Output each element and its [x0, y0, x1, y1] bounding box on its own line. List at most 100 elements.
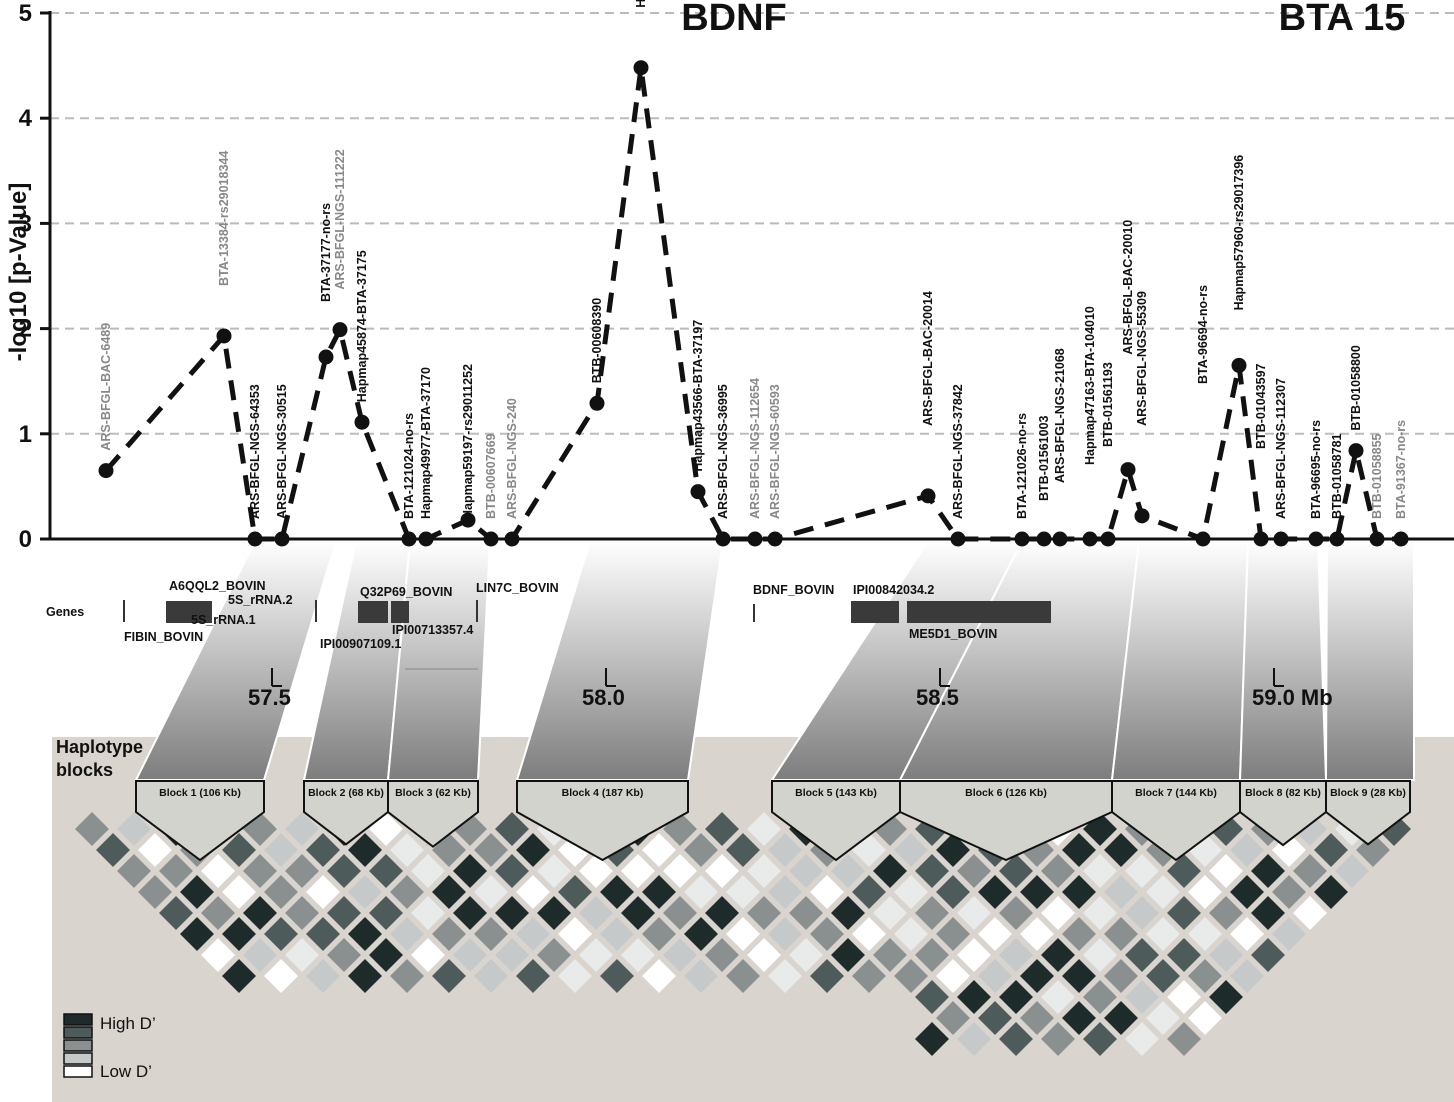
- ld-cell: [408, 935, 448, 975]
- genes-track-label: Genes: [46, 605, 84, 619]
- snp-label: BTB-00608390: [590, 298, 604, 384]
- ld-cell: [681, 914, 721, 954]
- ld-cell: [198, 893, 238, 933]
- ld-cell: [702, 893, 742, 933]
- ld-cell: [996, 893, 1036, 933]
- gene-label: BDNF_BOVIN: [753, 583, 834, 597]
- ld-cell: [1101, 914, 1141, 954]
- ld-cell: [597, 914, 637, 954]
- ld-cell: [723, 956, 763, 996]
- ld-cell: [1185, 914, 1225, 954]
- ld-cell: [261, 872, 301, 912]
- snp-point: [332, 322, 348, 338]
- ld-cell: [1206, 851, 1246, 891]
- block-shape: [135, 780, 265, 862]
- y-tick-label: 2: [19, 316, 32, 343]
- snp-label: BTA-121024-no-rs: [402, 413, 416, 519]
- legend-high-label: High D’: [100, 1014, 156, 1033]
- ld-cell: [1059, 998, 1099, 1038]
- ld-cell: [954, 935, 994, 975]
- ld-cell: [660, 851, 700, 891]
- snp-label: ARS-BFGL-NGS-240: [505, 398, 519, 519]
- ld-cell: [513, 956, 553, 996]
- legend-swatch: [63, 1013, 93, 1026]
- ld-cell: [912, 893, 952, 933]
- ld-cell: [744, 893, 784, 933]
- block-connector: [1238, 540, 1328, 781]
- block-shape: [899, 780, 1113, 862]
- ld-cell: [786, 893, 826, 933]
- snp-point: [1134, 508, 1150, 524]
- snp-point: [1308, 531, 1324, 547]
- ld-cell: [744, 935, 784, 975]
- ld-cell: [1101, 830, 1141, 870]
- snp-label: ARS-BFGL-NGS-55309: [1135, 291, 1149, 426]
- legend-swatch: [63, 1039, 93, 1052]
- snp-point: [1082, 531, 1098, 547]
- ld-cell: [1122, 977, 1162, 1017]
- gene-bar: [358, 601, 388, 623]
- ld-cell: [1206, 935, 1246, 975]
- snp-point: [318, 349, 334, 365]
- snp-label: BTA-121026-no-rs: [1015, 413, 1029, 519]
- block-label: Block 9 (28 Kb): [1330, 787, 1406, 799]
- block-label: Block 2 (68 Kb): [308, 787, 384, 799]
- ld-cell: [870, 851, 910, 891]
- block-label: Block 3 (62 Kb): [395, 787, 471, 799]
- ld-cell: [513, 830, 553, 870]
- ld-cell: [1164, 1019, 1204, 1059]
- ld-cell: [219, 830, 259, 870]
- ld-cell: [324, 851, 364, 891]
- ld-cell: [1185, 998, 1225, 1038]
- ld-cell: [933, 956, 973, 996]
- y-tick-label: 5: [19, 0, 32, 27]
- ld-cell: [954, 893, 994, 933]
- y-gridlines: [50, 12, 1454, 435]
- ld-cell: [450, 935, 490, 975]
- ld-cell: [1227, 872, 1267, 912]
- ld-cell: [849, 914, 889, 954]
- y-tick-label: 1: [19, 421, 32, 448]
- ld-cell: [912, 1019, 952, 1059]
- snp-label: ARS-BFGL-NGS-30515: [275, 384, 289, 519]
- ld-cell: [282, 851, 322, 891]
- ld-cell: [1080, 851, 1120, 891]
- snp-point: [1273, 531, 1289, 547]
- gene-label: LIN7C_BOVIN: [476, 581, 559, 595]
- ld-cell: [408, 851, 448, 891]
- ld-cell: [1206, 893, 1246, 933]
- ld-cell: [912, 851, 952, 891]
- ld-cell: [156, 851, 196, 891]
- ld-cell: [471, 872, 511, 912]
- position-tick-label: 58.5: [916, 685, 959, 710]
- ld-cell: [282, 809, 322, 849]
- ld-cell: [681, 956, 721, 996]
- snp-point: [247, 531, 263, 547]
- ld-cell: [534, 851, 574, 891]
- ld-cell: [744, 809, 784, 849]
- ld-cell: [345, 830, 385, 870]
- gene-label: 5S_rRNA.2: [228, 593, 293, 607]
- ld-cell: [72, 809, 112, 849]
- ld-cell: [450, 851, 490, 891]
- ld-cell: [1227, 956, 1267, 996]
- ld-cell: [639, 830, 679, 870]
- chromosome-title: BTA 15: [1279, 0, 1406, 39]
- ld-cell: [135, 830, 175, 870]
- gene-title-bdnf: BDNF: [681, 0, 787, 39]
- ld-cell: [387, 914, 427, 954]
- ld-cell: [975, 914, 1015, 954]
- ld-cell: [471, 956, 511, 996]
- ld-cell: [996, 977, 1036, 1017]
- block-shape: [1111, 780, 1241, 862]
- ld-cell: [345, 956, 385, 996]
- ld-cell: [324, 935, 364, 975]
- haplotype-title: Haplotype blocks: [56, 737, 143, 780]
- ld-cell: [954, 977, 994, 1017]
- ld-cell: [240, 935, 280, 975]
- snp-point: [633, 60, 649, 76]
- block-shape: [303, 780, 389, 846]
- ld-cell: [1080, 977, 1120, 1017]
- block-connector: [1324, 540, 1415, 781]
- ld-cell: [828, 893, 868, 933]
